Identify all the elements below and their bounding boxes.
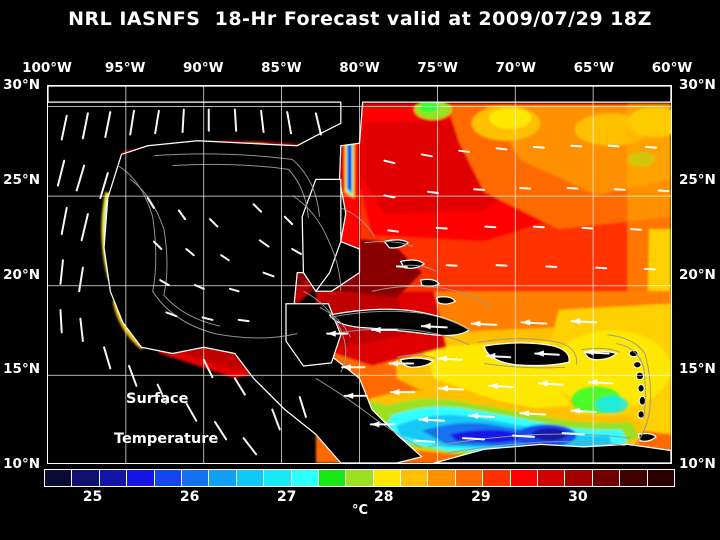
colorbar-swatch [45, 470, 73, 486]
colorbar-swatch [318, 470, 347, 486]
colorbar-swatch [455, 470, 484, 486]
longitude-tick-label: 75°W [417, 60, 458, 76]
colorbar-tick-label: 28 [374, 489, 394, 505]
colorbar-swatch [620, 470, 648, 486]
colorbar-swatch [127, 470, 155, 486]
colorbar-tick-label: 29 [471, 489, 491, 505]
colorbar-swatch [401, 470, 429, 486]
colorbar-swatch [264, 470, 292, 486]
colorbar-swatch [510, 470, 539, 486]
sst-heatmap [48, 86, 671, 463]
longitude-tick-label: 90°W [183, 60, 224, 76]
colorbar-tick-label: 30 [568, 489, 588, 505]
colorbar-swatch [647, 470, 674, 486]
colorbar-swatch [592, 470, 621, 486]
colorbar-swatch [373, 470, 402, 486]
latitude-tick-label-right: 20°N [679, 266, 716, 283]
colorbar-swatch [236, 470, 265, 486]
colorbar-tick-label: 27 [276, 489, 297, 505]
colorbar-swatch [538, 470, 566, 486]
latitude-tick-label-right: 10°N [679, 456, 716, 472]
map-panel[interactable]: Surface Temperature [47, 85, 672, 464]
longitude-tick-label: 60°W [651, 60, 693, 76]
longitude-tick-label: 100°W [22, 60, 72, 76]
colorbar-swatch [209, 470, 237, 486]
colorbar-unit-label: °C [351, 503, 369, 518]
longitude-tick-label: 80°W [339, 60, 380, 76]
colorbar[interactable] [44, 469, 675, 487]
latitude-tick-label-left: 30°N [3, 77, 40, 93]
colorbar-swatch [72, 470, 100, 486]
overlay-label-line2: Temperature [114, 431, 219, 447]
longitude-tick-label: 85°W [261, 60, 302, 76]
latitude-tick-label-left: 25°N [3, 171, 40, 188]
overlay-label-line1: Surface [126, 391, 189, 407]
latitude-tick-label-right: 25°N [679, 171, 716, 188]
colorbar-tick-label: 26 [179, 489, 200, 505]
latitude-tick-label-left: 20°N [3, 266, 40, 283]
colorbar-swatch [483, 470, 511, 486]
latitude-tick-label-right: 30°N [679, 77, 716, 93]
colorbar-swatch [565, 470, 593, 486]
colorbar-swatch [154, 470, 182, 486]
latitude-tick-label-right: 15°N [679, 361, 716, 378]
colorbar-swatch [428, 470, 456, 486]
latitude-tick-label-left: 15°N [3, 361, 40, 378]
colorbar-tick-label: 25 [82, 489, 103, 505]
longitude-tick-label: 65°W [573, 60, 615, 76]
latitude-tick-label-left: 10°N [3, 456, 40, 472]
longitude-tick-label: 95°W [104, 60, 146, 76]
colorbar-swatch [99, 470, 128, 486]
colorbar-swatch [346, 470, 374, 486]
longitude-tick-label: 70°W [495, 60, 536, 76]
page-title: NRL IASNFS 18-Hr Forecast valid at 2009/… [68, 8, 652, 30]
colorbar-swatch [181, 470, 210, 486]
colorbar-swatch [291, 470, 319, 486]
